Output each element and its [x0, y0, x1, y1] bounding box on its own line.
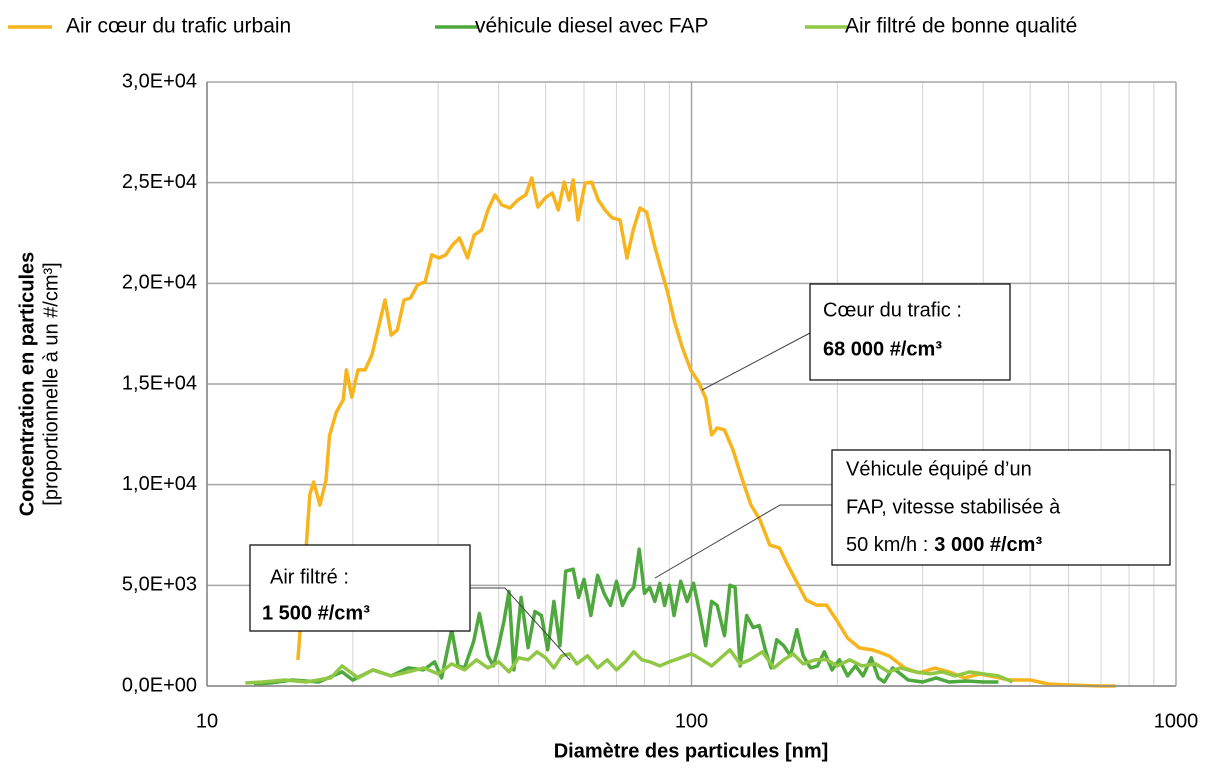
- y-tick-label: 5,0E+03: [122, 574, 197, 596]
- y-tick-label: 3,0E+04: [122, 70, 197, 92]
- annotation-text: FAP, vitesse stabilisée à: [846, 496, 1061, 518]
- series-line: [245, 648, 1014, 685]
- series-line: [296, 176, 1116, 688]
- annotation-box: [809, 283, 1011, 381]
- y-axis-sublabel: [proportionnelle à un #/cm³]: [40, 262, 62, 505]
- y-tick-label: 2,0E+04: [122, 272, 197, 294]
- x-tick-label: 1000: [1154, 710, 1199, 732]
- annotation-value: 1 500 #/cm³: [262, 602, 370, 624]
- annotation-text: Véhicule équipé d’un: [846, 458, 1032, 480]
- x-tick-label: 10: [196, 710, 218, 732]
- leader-line: [701, 332, 811, 391]
- axes: 0,0E+00 5,0E+03 1,0E+04 1,5E+04 2,0E+04 2,5E+…: [122, 70, 1198, 732]
- y-tick-label: 0,0E+00: [122, 674, 197, 696]
- annotation-value: 68 000 #/cm³: [823, 338, 942, 360]
- annotation-text: Air filtré :: [270, 566, 349, 588]
- x-tick-label: 100: [675, 710, 708, 732]
- y-tick-label: 1,5E+04: [122, 372, 197, 394]
- series-line: [253, 547, 999, 686]
- y-axis-label: Concentration en particules: [16, 252, 38, 517]
- annotation-box: [249, 544, 471, 632]
- legend-label: Air cœur du trafic urbain: [66, 15, 291, 38]
- legend: Air cœur du trafic urbain véhicule diesel…: [8, 15, 1077, 38]
- annotation-text: 50 km/h : 3 000 #/cm³: [846, 534, 1042, 556]
- x-axis-label: Diamètre des particules [nm]: [554, 740, 829, 762]
- legend-label: véhicule diesel avec FAP: [475, 15, 708, 38]
- annotation-box: [831, 449, 1171, 566]
- leader-line: [654, 504, 832, 579]
- leader-line: [470, 587, 571, 661]
- series-layer: [245, 176, 1116, 688]
- y-tick-label: 1,0E+04: [122, 473, 197, 495]
- annotation-value: 3 000 #/cm³: [934, 534, 1042, 556]
- annotation-text: 50 km/h :: [846, 534, 928, 556]
- y-tick-label: 2,5E+04: [122, 171, 197, 193]
- annotation-text: Cœur du trafic :: [823, 299, 962, 321]
- legend-label: Air filtré de bonne qualité: [845, 15, 1077, 38]
